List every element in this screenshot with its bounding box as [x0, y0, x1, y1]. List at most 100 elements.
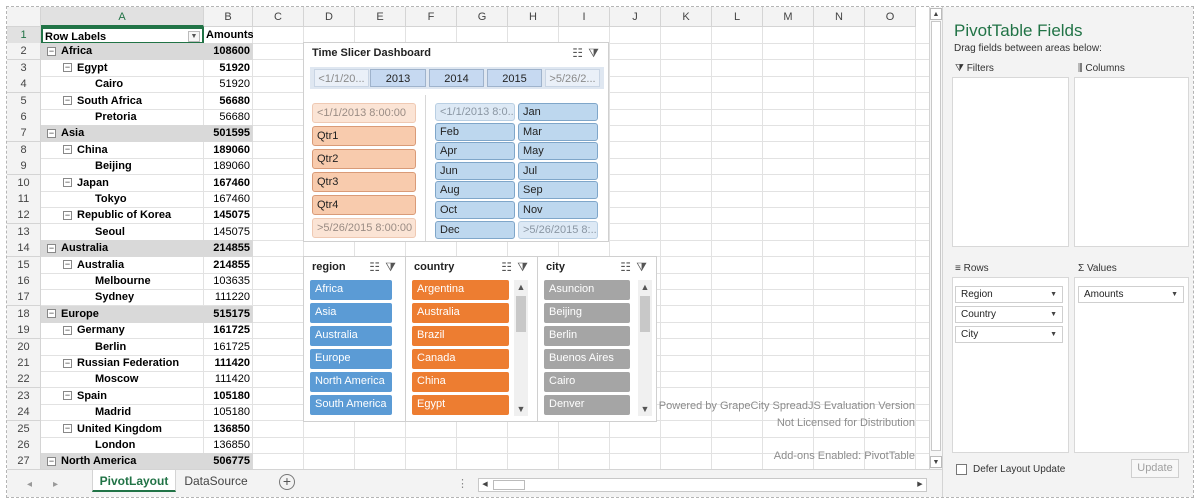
- pivot-row-label[interactable]: Tokyo: [41, 191, 204, 208]
- month-button[interactable]: May: [518, 142, 598, 161]
- values-area[interactable]: Amounts ▼: [1074, 277, 1189, 453]
- pivot-row-label[interactable]: − Republic of Korea: [41, 207, 204, 224]
- region-slicer[interactable]: region ☷ ⧩ Africa Asia Australia Europe Nort…: [303, 256, 406, 422]
- region-item[interactable]: Australia: [310, 326, 392, 346]
- defer-checkbox[interactable]: [956, 464, 967, 475]
- collapse-icon[interactable]: −: [47, 242, 56, 253]
- collapse-icon[interactable]: −: [63, 95, 72, 106]
- pivot-row-label[interactable]: Sydney: [41, 289, 204, 306]
- scroll-down-icon[interactable]: ▼: [640, 404, 650, 414]
- pivot-row-label[interactable]: − Australia: [41, 257, 204, 274]
- pivot-row-label[interactable]: Madrid: [41, 404, 204, 421]
- row-header[interactable]: 13: [7, 223, 41, 241]
- row-header[interactable]: 20: [7, 338, 41, 356]
- pivot-amount-cell[interactable]: 111420: [214, 373, 250, 386]
- row-header[interactable]: 2: [7, 43, 41, 61]
- month-button[interactable]: <1/1/2013 8:0...: [435, 103, 515, 121]
- month-button[interactable]: Sep: [518, 181, 598, 200]
- row-header[interactable]: 21: [7, 355, 41, 372]
- pivot-row-label[interactable]: Seoul: [41, 224, 204, 241]
- row-header[interactable]: 9: [7, 158, 41, 176]
- pivot-amount-cell[interactable]: 105180: [213, 406, 250, 419]
- region-item[interactable]: Asia: [310, 303, 392, 323]
- row-header[interactable]: 18: [7, 305, 41, 323]
- row-header[interactable]: 16: [7, 273, 41, 290]
- month-button[interactable]: Jan: [518, 103, 598, 121]
- scroll-up-icon[interactable]: ▲: [640, 282, 650, 292]
- pivot-row-label[interactable]: − China: [41, 142, 204, 159]
- collapse-icon[interactable]: −: [63, 390, 72, 401]
- city-item[interactable]: Asuncion: [544, 280, 630, 300]
- collapse-icon[interactable]: −: [47, 45, 56, 56]
- region-item[interactable]: Africa: [310, 280, 392, 300]
- city-item[interactable]: Cairo: [544, 372, 630, 392]
- month-button[interactable]: Aug: [435, 181, 515, 200]
- collapse-icon[interactable]: −: [63, 209, 72, 220]
- country-item[interactable]: Argentina: [412, 280, 509, 300]
- rows-field-country[interactable]: Country ▼: [955, 306, 1063, 323]
- column-header-l[interactable]: L: [712, 7, 763, 27]
- rows-area[interactable]: Region ▼ Country ▼ City ▼: [952, 277, 1069, 453]
- pivot-amount-cell[interactable]: 145075: [213, 209, 250, 222]
- scroll-right-icon[interactable]: ▶: [917, 481, 923, 488]
- tab-pivotlayout[interactable]: PivotLayout: [92, 470, 176, 492]
- pivot-row-label[interactable]: Row Labels ▼: [41, 27, 204, 44]
- collapse-icon[interactable]: −: [47, 455, 56, 466]
- year-button[interactable]: <1/1/20...: [314, 69, 369, 87]
- pivot-row-label[interactable]: Pretoria: [41, 109, 204, 126]
- pivot-amount-cell[interactable]: 105180: [213, 389, 250, 402]
- row-header[interactable]: 14: [7, 240, 41, 258]
- row-header[interactable]: 17: [7, 289, 41, 307]
- update-button[interactable]: Update: [1131, 459, 1179, 478]
- pivot-row-label[interactable]: Berlin: [41, 339, 204, 356]
- rows-field-region[interactable]: Region ▼: [955, 286, 1063, 303]
- country-item[interactable]: China: [412, 372, 509, 392]
- month-button[interactable]: Nov: [518, 201, 598, 219]
- field-dropdown-icon[interactable]: ▼: [1050, 291, 1057, 298]
- pivot-row-label[interactable]: Melbourne: [41, 273, 204, 290]
- column-header-b[interactable]: B: [204, 7, 253, 27]
- month-button[interactable]: Mar: [518, 122, 598, 141]
- column-header-k[interactable]: K: [661, 7, 712, 27]
- collapse-icon[interactable]: −: [63, 423, 72, 434]
- collapse-icon[interactable]: −: [63, 144, 72, 155]
- column-header-n[interactable]: N: [814, 7, 865, 27]
- pivot-amount-cell[interactable]: 161725: [213, 324, 250, 337]
- multi-select-filter-clear-icon[interactable]: ☷ ⧩: [501, 260, 529, 274]
- row-header[interactable]: 24: [7, 404, 41, 422]
- city-scrollbar[interactable]: ▲ ▼: [638, 280, 652, 416]
- row-header[interactable]: 25: [7, 420, 41, 438]
- quarter-button[interactable]: Qtr2: [312, 149, 416, 169]
- column-header-d[interactable]: D: [304, 7, 355, 27]
- collapse-icon[interactable]: −: [63, 324, 72, 335]
- country-item[interactable]: Egypt: [412, 395, 509, 415]
- row-header[interactable]: 10: [7, 174, 41, 192]
- pivot-amount-cell[interactable]: 189060: [213, 160, 250, 173]
- pivot-amount-cell[interactable]: 501595: [204, 125, 253, 143]
- country-item[interactable]: Brazil: [412, 326, 509, 346]
- row-header[interactable]: 22: [7, 371, 41, 389]
- pivot-amount-cell[interactable]: 136850: [213, 422, 250, 435]
- horizontal-scrollbar[interactable]: ◀ ▶: [478, 478, 927, 492]
- scroll-left-icon[interactable]: ◀: [482, 481, 488, 488]
- pivot-row-label[interactable]: − Europe: [41, 305, 204, 323]
- scroll-up-icon[interactable]: ▲: [516, 282, 526, 292]
- pivot-row-label[interactable]: Cairo: [41, 76, 204, 93]
- month-button[interactable]: >5/26/2015 8:...: [518, 220, 598, 239]
- field-dropdown-icon[interactable]: ▼: [1050, 331, 1057, 338]
- pivot-row-label[interactable]: − Africa: [41, 43, 204, 61]
- filter-dropdown-icon[interactable]: ▼: [188, 31, 200, 42]
- country-item[interactable]: Canada: [412, 349, 509, 369]
- quarter-button[interactable]: >5/26/2015 8:00:00: [312, 218, 416, 238]
- row-header[interactable]: 27: [7, 453, 41, 469]
- country-slicer[interactable]: country ☷ ⧩ ▲ ▼ Argentina Australia Brazil…: [405, 256, 538, 422]
- tab-nav-left-icon[interactable]: ◂: [27, 479, 33, 490]
- scroll-thumb[interactable]: [931, 21, 941, 451]
- region-item[interactable]: South America: [310, 395, 392, 415]
- scroll-thumb[interactable]: [493, 480, 525, 490]
- year-button[interactable]: 2015: [487, 69, 542, 87]
- row-header[interactable]: 3: [7, 59, 41, 77]
- month-button[interactable]: Feb: [435, 122, 515, 141]
- filters-area[interactable]: [952, 77, 1069, 247]
- quarter-button[interactable]: <1/1/2013 8:00:00: [312, 103, 416, 123]
